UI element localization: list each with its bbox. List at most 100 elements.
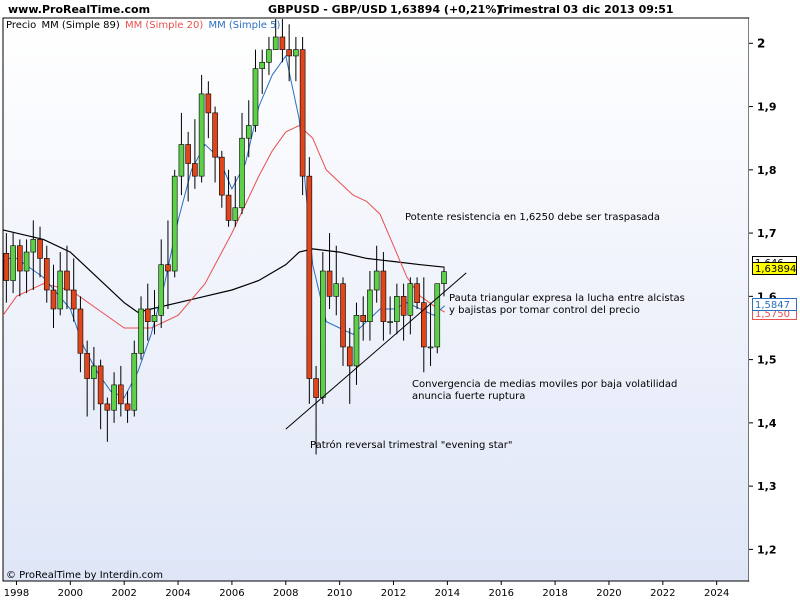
candle-body-23 (158, 264, 165, 316)
annotation-reversal: Patrón reversal trimestral "evening star… (310, 440, 513, 451)
candle-body-35 (239, 137, 245, 209)
trendline-0 (285, 272, 467, 430)
candle-body-7 (50, 289, 57, 310)
candle-body-31 (212, 112, 218, 158)
instrument-name: GBPUSD - GBP/USD (268, 3, 388, 16)
annotation-convergence-line2: anuncia fuerte ruptura (412, 391, 526, 402)
candle-body-25 (171, 175, 178, 272)
x-tick-label-6: 2010 (327, 588, 352, 599)
candle-body-53 (360, 315, 367, 322)
x-tick-label-4: 2006 (219, 588, 244, 599)
candle-body-64 (434, 283, 441, 348)
y-tick-label-2: 1,8 (757, 164, 777, 177)
candle-body-1 (10, 245, 16, 281)
candle-body-63 (427, 346, 434, 349)
candle-body-0 (3, 253, 10, 281)
candle-body-29 (198, 93, 205, 177)
candle-body-55 (373, 270, 380, 291)
candle-body-18 (124, 403, 131, 411)
y-tick-label-3: 1,7 (757, 227, 777, 240)
annotation-convergence-line1: Convergencia de medias moviles por baja … (412, 379, 678, 390)
x-tick-label-7: 2012 (381, 588, 406, 599)
candle-body-22 (151, 315, 158, 322)
y-tick-label-5: 1,5 (757, 354, 777, 367)
candle-body-11 (77, 308, 84, 354)
x-tick-label-0: 1998 (4, 588, 29, 599)
legend-price[interactable]: Precio (6, 20, 37, 31)
y-tick-label-7: 1,3 (757, 480, 777, 493)
candle-body-57 (387, 321, 393, 323)
candle-body-36 (245, 125, 252, 139)
x-tick-label-9: 2016 (489, 588, 514, 599)
trendlines (285, 272, 467, 430)
candle-body-32 (219, 156, 225, 196)
candle-body-50 (340, 283, 346, 348)
candle-body-60 (407, 283, 414, 316)
period-label: Trimestral (497, 3, 560, 16)
candle-body-37 (252, 68, 259, 126)
annotation-triangle-line2: y bajistas por tomar control del precio (449, 305, 640, 316)
x-tick-label-10: 2018 (542, 588, 567, 599)
x-tick-label-13: 2024 (704, 588, 729, 599)
candle-body-40 (272, 36, 279, 50)
candle-body-51 (346, 346, 353, 367)
candle-body-43 (293, 49, 299, 57)
y-tick-label-8: 1,2 (757, 543, 777, 556)
indicator-legend: Precio MM (Simple 89) MM (Simple 20) MM … (6, 20, 282, 31)
candle-body-45 (306, 175, 313, 379)
candle-body-26 (178, 144, 185, 177)
candle-body-49 (333, 283, 340, 297)
date-time: 03 dic 2013 09:51 (563, 3, 674, 16)
candle-body-8 (57, 270, 64, 310)
candle-body-4 (30, 239, 37, 253)
x-tick-label-3: 2004 (165, 588, 190, 599)
candle-body-9 (64, 270, 70, 291)
y-tick-label-0: 2 (757, 36, 765, 50)
y-tick-label-1: 1,9 (757, 101, 777, 114)
candle-body-16 (111, 384, 117, 411)
candle-body-61 (414, 283, 420, 303)
candle-body-5 (37, 239, 43, 259)
candle-body-47 (320, 270, 326, 398)
site-title[interactable]: www.ProRealTime.com (8, 3, 151, 16)
x-tick-label-8: 2014 (435, 588, 460, 599)
candle-body-39 (266, 49, 272, 63)
candle-body-21 (144, 308, 151, 322)
copyright-notice: © ProRealTime by Interdin.com (6, 570, 163, 581)
candle-body-48 (326, 270, 333, 297)
candle-body-14 (97, 365, 104, 405)
candle-body-56 (380, 270, 387, 322)
x-tick-label-11: 2020 (596, 588, 621, 599)
candle-body-10 (70, 289, 77, 310)
legend-ma20[interactable]: MM (Simple 20) (124, 20, 204, 31)
annotation-triangle: Pauta triangular expresa la lucha entre … (449, 293, 685, 317)
candle-body-27 (185, 144, 191, 164)
y-tick-label-6: 1,4 (757, 417, 777, 430)
y-axis: 21,91,81,71,61,51,41,31,2 (749, 36, 777, 556)
legend-ma5[interactable]: MM (Simple 5) (208, 20, 281, 31)
ma5-price-tag: 1,5847 (752, 298, 797, 311)
candle-body-33 (225, 194, 232, 221)
candle-body-62 (421, 302, 427, 348)
candle-body-28 (192, 163, 198, 177)
candle-body-17 (118, 384, 124, 405)
candle-body-15 (104, 403, 111, 411)
x-tick-label-1: 2000 (58, 588, 83, 599)
ma20-line (2, 124, 445, 329)
legend-ma89[interactable]: MM (Simple 89) (41, 20, 120, 31)
candle-body-65 (441, 271, 447, 284)
candle-body-13 (91, 365, 97, 379)
plot-area[interactable] (2, 17, 750, 582)
x-tick-label-12: 2022 (650, 588, 675, 599)
x-axis: 1998 2000 2002 2004 2006 2008 2010 2012 2014 2016… (4, 581, 729, 599)
candle-body-59 (400, 296, 407, 316)
annotation-convergence: Convergencia de medias moviles por baja … (412, 379, 677, 403)
candle-body-54 (367, 289, 373, 322)
candle-body-30 (205, 93, 212, 114)
x-tick-label-2: 2002 (111, 588, 136, 599)
candle-body-20 (138, 308, 144, 354)
candle-body-52 (353, 315, 360, 367)
annotation-triangle-line1: Pauta triangular expresa la lucha entre … (449, 293, 685, 304)
candle-body-24 (165, 264, 171, 272)
